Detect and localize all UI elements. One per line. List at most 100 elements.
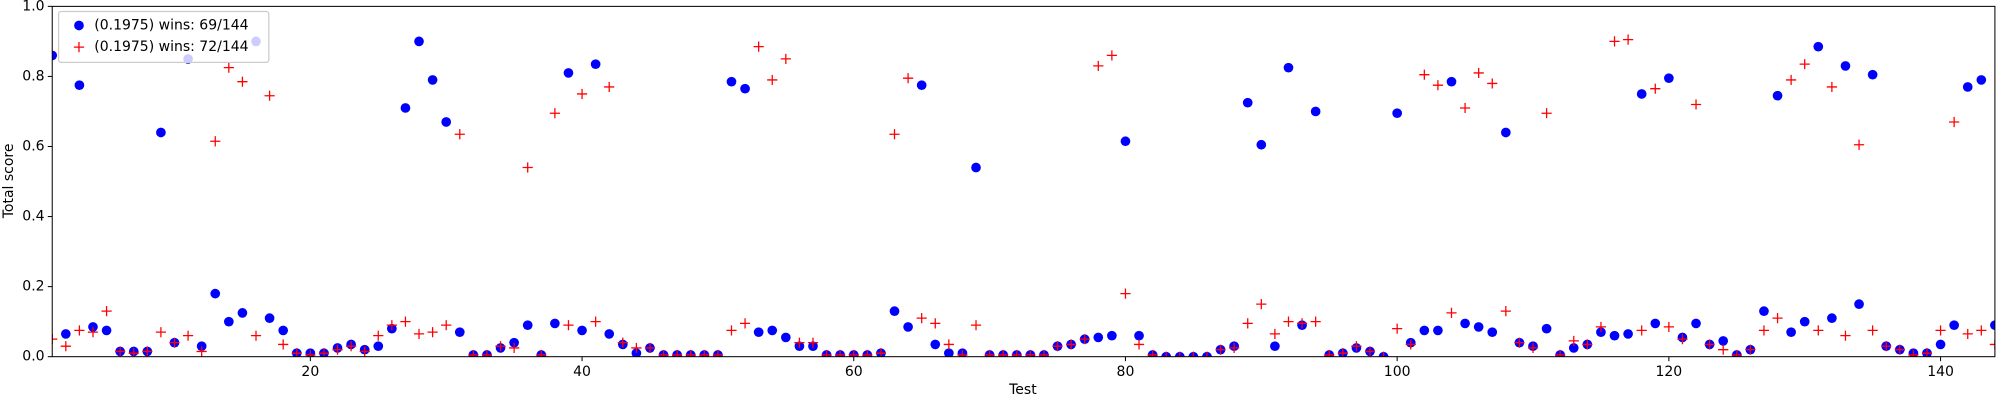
circle-marker	[196, 341, 207, 352]
plus-marker	[1487, 78, 1498, 89]
plus-marker	[1636, 325, 1647, 336]
circle-marker	[563, 68, 574, 78]
plus-marker	[1745, 344, 1756, 355]
circle-marker	[1664, 73, 1674, 84]
plus-marker	[1351, 341, 1362, 352]
plus-marker	[590, 316, 601, 327]
plus-marker	[1555, 349, 1566, 357]
plus-marker	[1459, 102, 1471, 114]
circle-marker	[1446, 76, 1457, 87]
plus-marker	[1568, 335, 1579, 347]
plus-marker	[848, 349, 859, 357]
legend-label: (0.1975) wins: 69/144	[94, 17, 248, 33]
circle-marker	[156, 127, 166, 138]
circle-marker	[944, 348, 954, 357]
plus-marker	[1229, 342, 1240, 354]
plus-marker	[780, 53, 791, 65]
plus-marker	[1174, 351, 1185, 357]
plus-marker	[1079, 334, 1090, 345]
circle-marker	[740, 83, 750, 94]
circle-marker	[52, 50, 58, 61]
circle-marker	[1242, 97, 1253, 108]
plus-marker	[1378, 351, 1389, 357]
plus-marker	[1283, 316, 1294, 327]
plus-marker	[386, 320, 397, 331]
circle-marker	[1487, 327, 1498, 338]
plus-marker	[1881, 341, 1892, 352]
plus-marker	[1663, 321, 1674, 333]
plus-marker	[631, 342, 642, 354]
circle-marker	[60, 329, 71, 339]
circle-marker	[1107, 330, 1117, 341]
legend-label: (0.1975) wins: 72/144	[94, 39, 248, 55]
plus-marker	[1188, 351, 1199, 357]
plus-marker	[1813, 325, 1824, 336]
circle-marker	[1718, 336, 1729, 346]
plus-marker	[1867, 325, 1878, 336]
plus-marker	[1269, 328, 1280, 340]
plus-marker	[481, 349, 493, 357]
plus-marker	[1650, 83, 1661, 94]
plus-marker	[413, 328, 425, 340]
plus-marker	[1120, 288, 1131, 299]
circle-marker	[101, 325, 112, 336]
y-tick-label: 1.0	[22, 0, 44, 14]
circle-marker	[1772, 90, 1783, 101]
y-tick-label: 0.0	[22, 349, 44, 365]
plus-marker	[1093, 60, 1104, 72]
plus-marker	[644, 342, 656, 354]
circle-marker	[223, 316, 234, 327]
plus-marker	[441, 320, 452, 331]
plus-marker	[182, 330, 194, 341]
plus-marker	[658, 349, 669, 357]
plus-marker	[1419, 69, 1430, 80]
plus-marker	[1840, 330, 1851, 341]
plus-marker	[1772, 313, 1783, 324]
circle-marker	[1962, 82, 1973, 92]
circle-marker	[1609, 330, 1620, 341]
plus-marker	[495, 341, 506, 352]
circle-marker	[1650, 318, 1661, 329]
plus-marker	[1256, 299, 1267, 310]
plus-marker	[346, 341, 357, 352]
plus-marker	[1215, 344, 1226, 355]
x-tick-label: 140	[1927, 364, 1954, 380]
circle-marker	[1813, 41, 1824, 52]
circle-marker	[264, 313, 275, 323]
plus-marker	[1853, 139, 1865, 150]
plus-marker	[264, 90, 275, 101]
plus-marker	[835, 349, 846, 357]
circle-marker	[1500, 127, 1511, 138]
plus-marker	[454, 129, 465, 140]
circle-marker	[278, 325, 289, 336]
circle-marker	[1256, 139, 1267, 150]
plus-marker	[1106, 50, 1117, 61]
circle-marker	[509, 337, 519, 348]
x-tick-label: 20	[301, 364, 319, 380]
plus-marker	[536, 349, 547, 357]
plus-marker	[1025, 349, 1036, 357]
circle-marker	[1786, 327, 1796, 338]
circle-marker	[1867, 69, 1878, 80]
plus-marker	[1446, 307, 1457, 318]
circle-marker	[971, 162, 981, 173]
plus-marker	[930, 318, 941, 329]
x-tick-label: 100	[1384, 364, 1411, 380]
plus-marker	[1718, 344, 1729, 355]
plus-marker	[563, 320, 574, 331]
plus-marker	[1038, 349, 1050, 357]
circle-marker	[753, 327, 764, 338]
plus-marker	[1609, 36, 1620, 47]
y-tick-label: 0.4	[22, 209, 44, 225]
plus-marker	[1949, 116, 1960, 128]
plus-marker	[726, 325, 737, 336]
circle-marker	[889, 306, 900, 316]
plus-marker	[1826, 81, 1837, 93]
plus-marker	[1677, 334, 1688, 345]
plus-marker	[1731, 349, 1742, 357]
legend-marker	[73, 42, 85, 53]
plus-marker	[1595, 321, 1607, 333]
circle-marker	[1310, 106, 1321, 117]
